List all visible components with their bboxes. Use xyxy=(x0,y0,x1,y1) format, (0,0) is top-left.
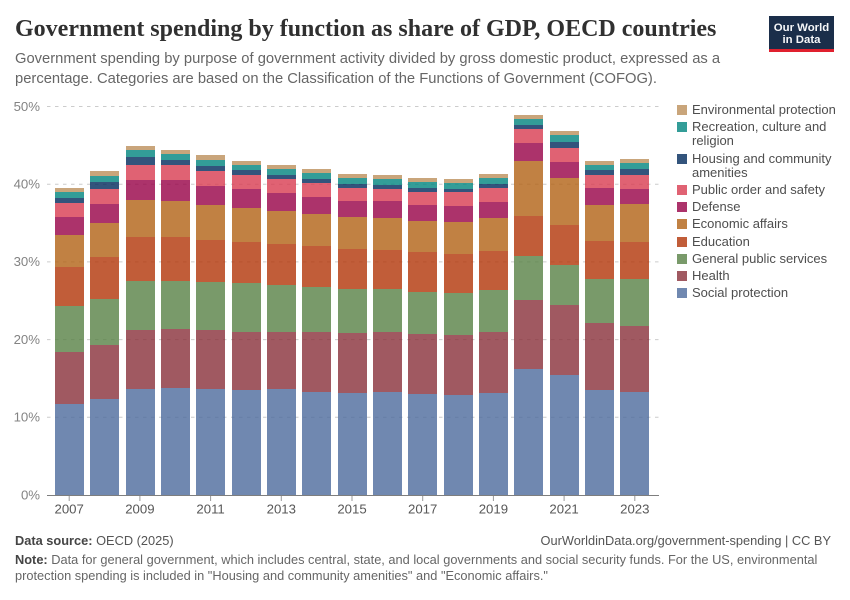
svg-text:50%: 50% xyxy=(14,99,41,114)
svg-text:2023: 2023 xyxy=(620,502,649,517)
svg-text:2017: 2017 xyxy=(408,502,437,517)
svg-text:2013: 2013 xyxy=(267,502,296,517)
svg-text:2009: 2009 xyxy=(125,502,154,517)
svg-text:20%: 20% xyxy=(14,332,41,347)
svg-text:2019: 2019 xyxy=(479,502,508,517)
svg-text:30%: 30% xyxy=(14,254,41,269)
svg-text:10%: 10% xyxy=(14,410,41,425)
svg-text:2011: 2011 xyxy=(196,502,224,517)
svg-text:2007: 2007 xyxy=(55,502,84,517)
svg-text:0%: 0% xyxy=(21,487,40,502)
svg-text:2015: 2015 xyxy=(337,502,366,517)
svg-text:40%: 40% xyxy=(14,177,41,192)
svg-text:2021: 2021 xyxy=(549,502,578,517)
